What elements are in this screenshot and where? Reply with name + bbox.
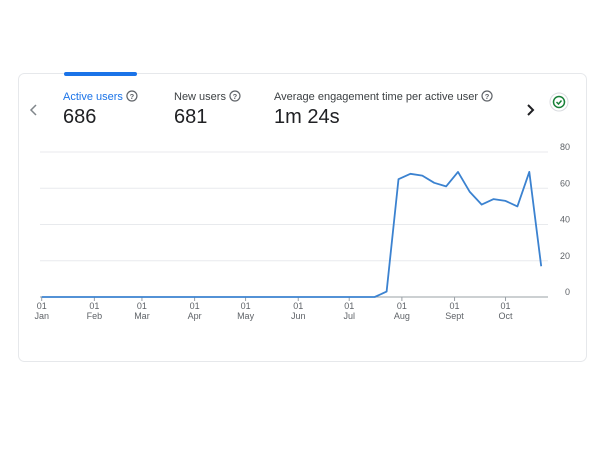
help-glyph: ? (233, 92, 238, 101)
help-icon[interactable]: ? (481, 90, 493, 102)
x-tick-label: 01 Apr (188, 301, 202, 321)
tab-label: Average engagement time per active user (274, 91, 478, 103)
x-tick-label: 01 Oct (499, 301, 514, 321)
y-tick-label: 60 (560, 178, 570, 188)
series-line (41, 171, 543, 298)
metric-tab[interactable]: Active users 686? (63, 90, 138, 128)
help-circle (229, 90, 241, 102)
tab-label: Active users (63, 91, 123, 103)
tab-indicator (64, 72, 137, 76)
x-tick-label: 01 May (237, 301, 255, 321)
help-glyph: ? (130, 92, 135, 101)
next-arrow[interactable] (527, 104, 535, 116)
help-circle (126, 90, 138, 102)
x-tick-label: 01 Jun (291, 301, 306, 321)
help-icon[interactable]: ? (126, 90, 138, 102)
y-tick-label: 80 (560, 142, 570, 152)
status-icon (549, 92, 569, 112)
y-tick-label: 40 (560, 215, 570, 225)
metric-tab[interactable]: New users 681? (174, 90, 241, 128)
x-tick-label: 01 Sept (445, 301, 464, 321)
help-glyph: ? (485, 92, 490, 101)
metric-tab[interactable]: Average engagement time per active user 1… (274, 90, 493, 128)
help-icon[interactable]: ? (229, 90, 241, 102)
tab-value: 681 (174, 106, 207, 128)
prev-arrow[interactable] (29, 104, 37, 116)
x-tick-label: 01 Feb (87, 301, 103, 321)
x-tick-label: 01 Jan (34, 301, 49, 321)
tab-value: 686 (63, 106, 96, 128)
y-tick-label: 0 (565, 287, 570, 297)
x-tick-label: 01 Jul (343, 301, 355, 321)
card (18, 73, 587, 362)
y-tick-label: 20 (560, 251, 570, 261)
tab-label: New users (174, 91, 226, 103)
chart: 0 20 40 60 80 01 Jan 01 Feb 01 Mar 01 Apr 01 May 01 Jun 0… (34, 142, 570, 321)
help-circle (481, 90, 493, 102)
x-tick-label: 01 Mar (134, 301, 150, 321)
tab-value: 1m 24s (274, 106, 340, 128)
x-tick-label: 01 Aug (394, 301, 410, 321)
